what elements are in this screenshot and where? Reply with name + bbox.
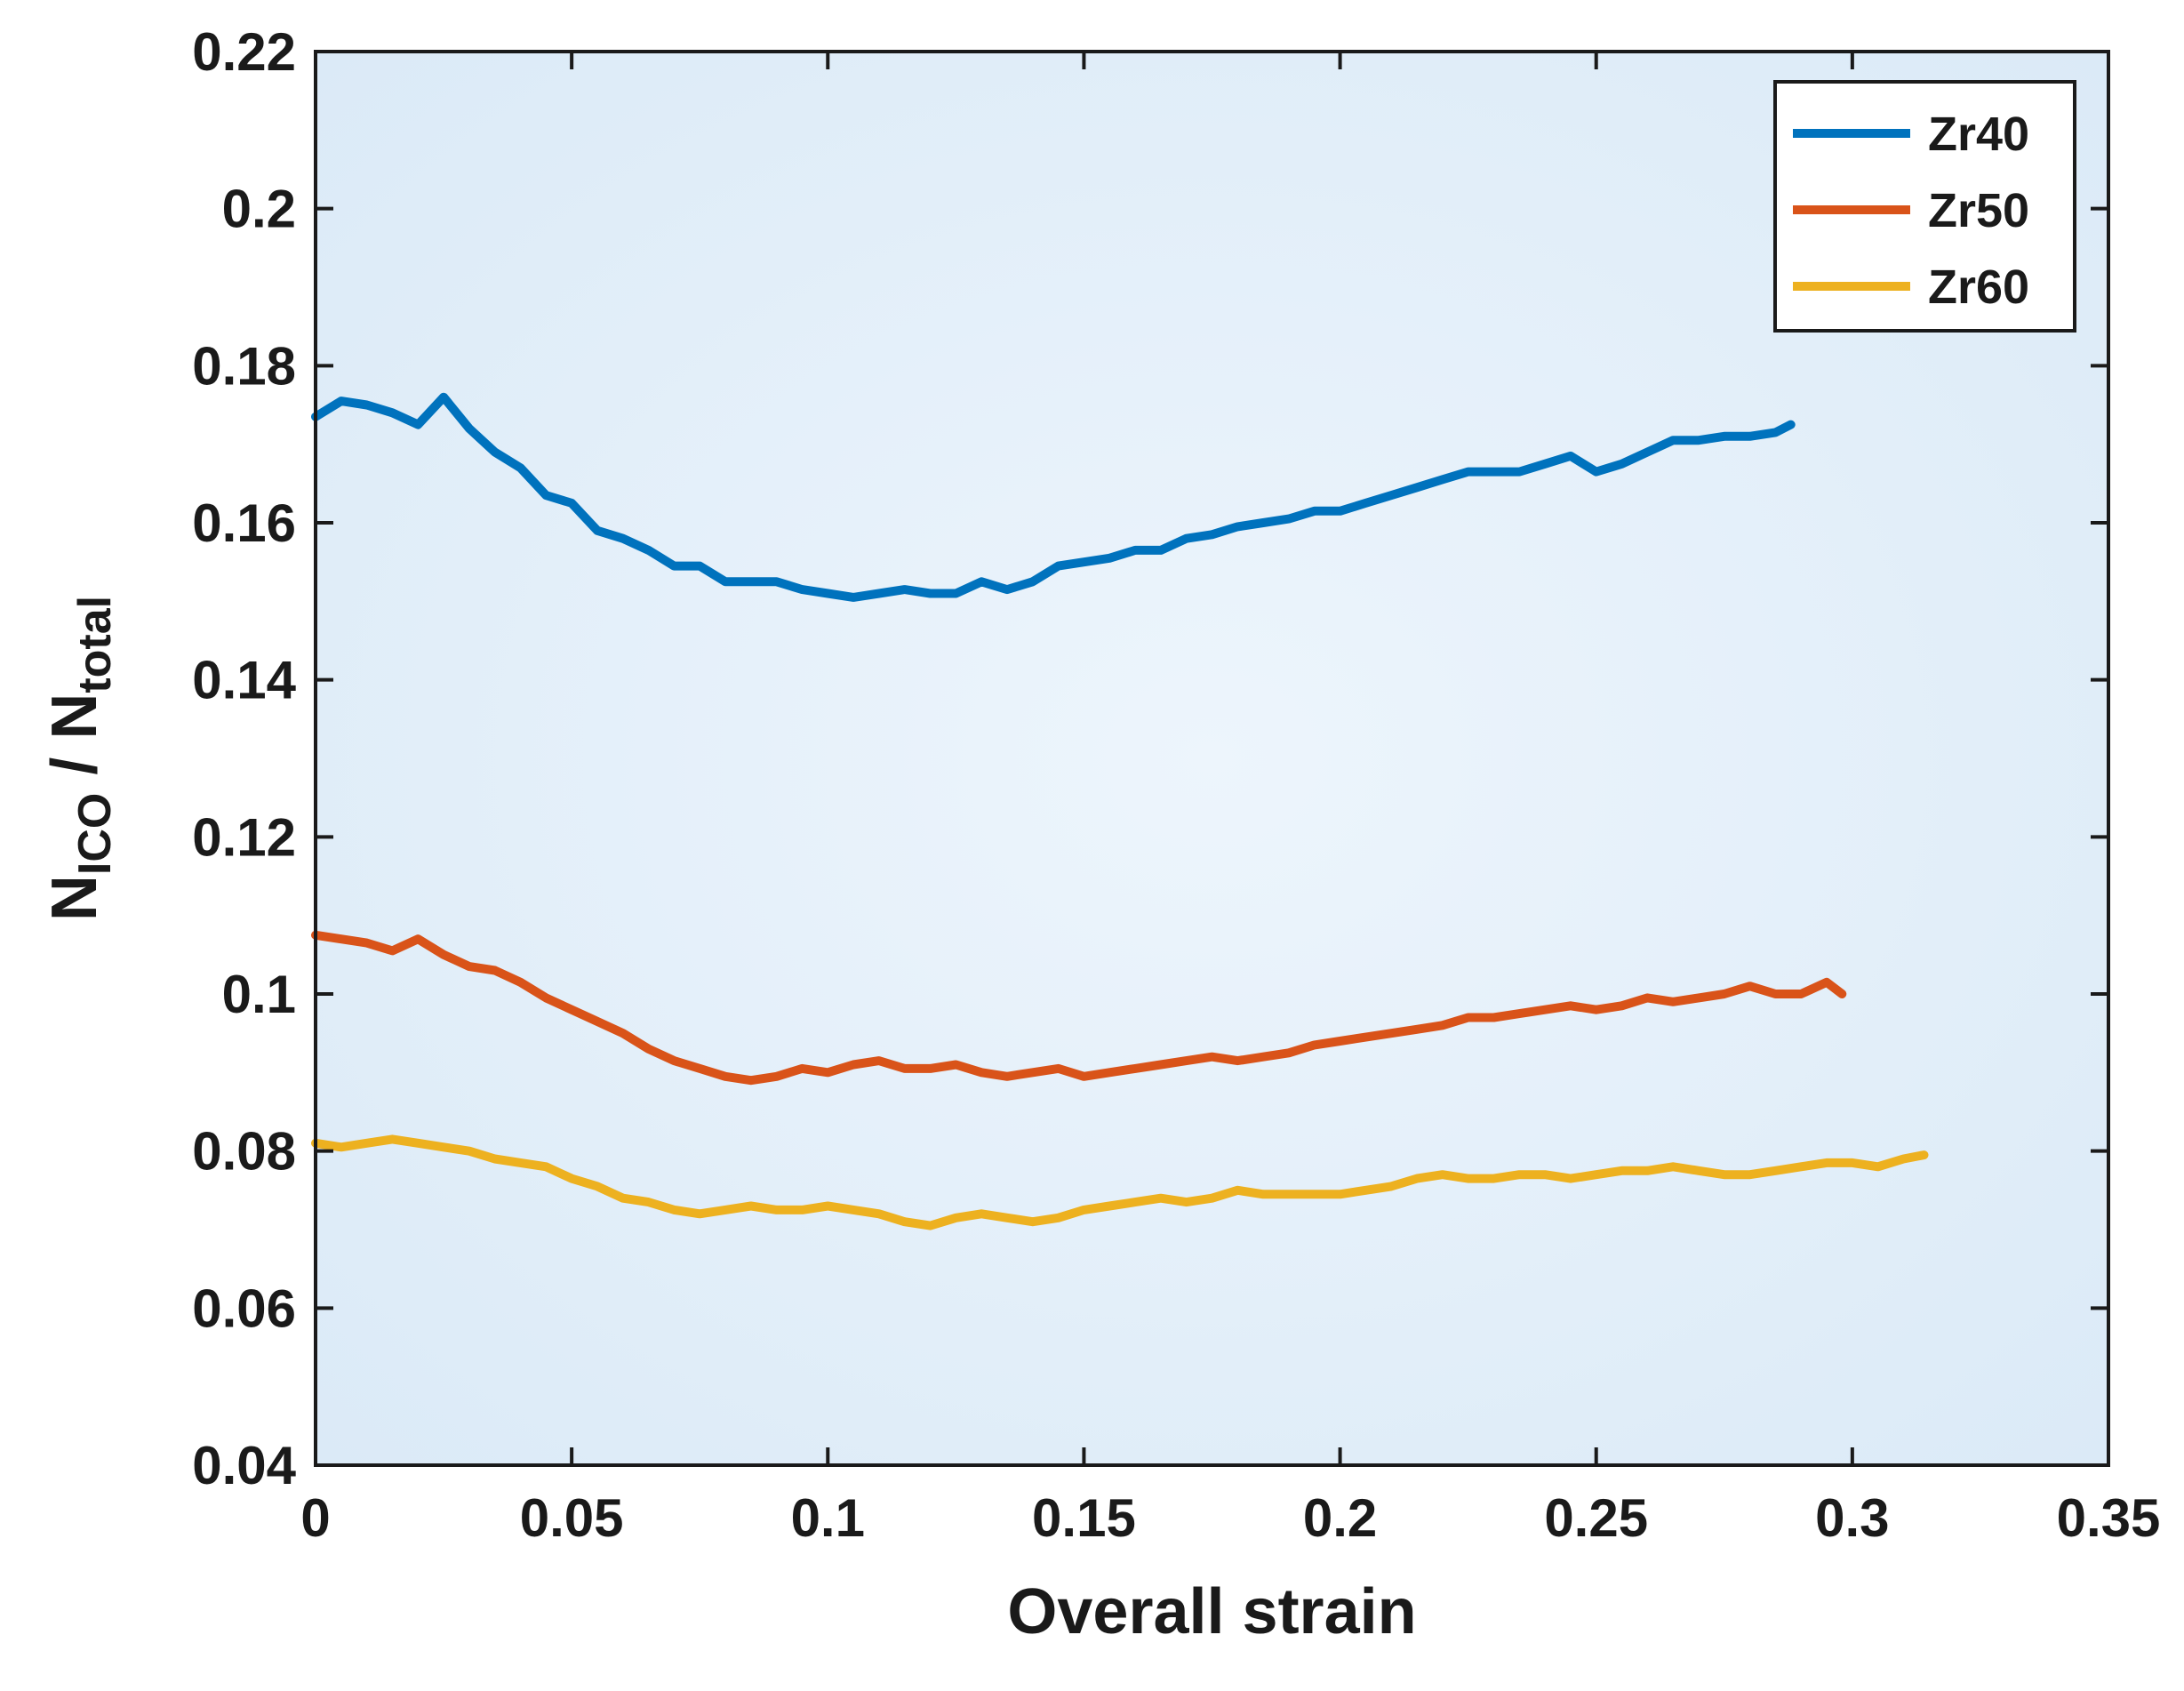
- y-tick-label: 0.08: [192, 1122, 296, 1182]
- series-line-zr40: [311, 392, 1796, 602]
- x-tick-label: 0.1: [791, 1488, 865, 1548]
- y-tick-label: 0.16: [192, 493, 296, 553]
- x-tick-label: 0.05: [520, 1488, 624, 1548]
- y-axis-title-separator: / N: [39, 693, 110, 793]
- y-tick-label: 0.14: [192, 651, 296, 710]
- x-tick-label: 0.25: [1544, 1488, 1648, 1548]
- y-tick-label: 0.12: [192, 807, 296, 867]
- plot-frame: [314, 50, 2110, 1467]
- series-line-zr60: [311, 1134, 1929, 1230]
- y-tick-label: 0.22: [192, 22, 296, 82]
- legend-label-zr60: Zr60: [1928, 260, 2029, 314]
- x-tick-label: 0.2: [1303, 1488, 1377, 1548]
- y-axis-title-subscript-ico: ICO: [69, 793, 121, 875]
- x-tick-label: 0.35: [2057, 1488, 2161, 1548]
- series-line-zr50: [311, 930, 1847, 1086]
- y-tick-label: 0.06: [192, 1278, 296, 1338]
- legend-label-zr40: Zr40: [1928, 108, 2029, 161]
- y-tick-label: 0.04: [192, 1436, 296, 1495]
- x-tick-label: 0.15: [1032, 1488, 1136, 1548]
- legend-label-zr50: Zr50: [1928, 184, 2029, 237]
- y-axis-title-subscript-total: total: [69, 596, 121, 693]
- y-tick-label: 0.18: [192, 336, 296, 396]
- y-tick-label: 0.2: [222, 180, 296, 239]
- legend-items: Zr40 Zr50 Zr60: [1793, 108, 2029, 314]
- x-axis-title: Overall strain: [1007, 1576, 1416, 1647]
- tick-labels-layer: 0 0.05 0.1 0.15 0.2 0.25 0.3 0.35 0.04 0.06 0.08 0.…: [192, 22, 2160, 1548]
- series-layer: [311, 392, 1929, 1230]
- ticks-layer: [314, 50, 2110, 1467]
- y-axis-title-main: N: [39, 875, 110, 921]
- x-tick-label: 0.3: [1815, 1488, 1889, 1548]
- y-axis-title: NICO / Ntotal: [39, 596, 121, 921]
- x-tick-label: 0: [300, 1488, 330, 1548]
- y-tick-label: 0.1: [222, 965, 296, 1024]
- legend: Zr40 Zr50 Zr60: [1773, 80, 2076, 333]
